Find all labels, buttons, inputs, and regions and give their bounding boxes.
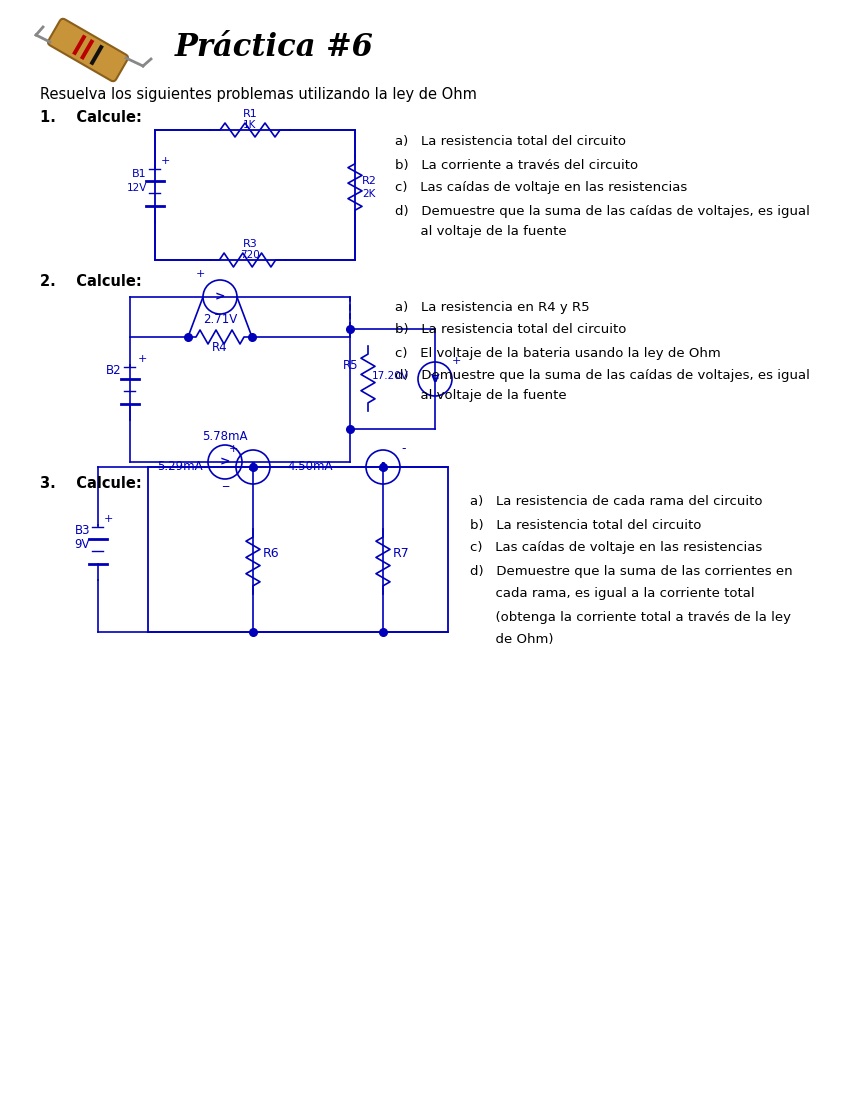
Text: R1: R1 <box>242 109 258 119</box>
Text: 1K: 1K <box>243 120 257 130</box>
Text: b)   La corriente a través del circuito: b) La corriente a través del circuito <box>395 158 638 172</box>
Text: a)   La resistencia de cada rama del circuito: a) La resistencia de cada rama del circu… <box>470 495 762 508</box>
Text: Práctica #6: Práctica #6 <box>175 33 374 64</box>
Text: b)   La resistencia total del circuito: b) La resistencia total del circuito <box>395 323 626 337</box>
Text: R2: R2 <box>362 176 377 186</box>
Text: 5.78mA: 5.78mA <box>202 430 247 443</box>
Text: 12V: 12V <box>127 183 147 192</box>
Text: a)   La resistencia en R4 y R5: a) La resistencia en R4 y R5 <box>395 300 590 313</box>
Text: cada rama, es igual a la corriente total: cada rama, es igual a la corriente total <box>470 587 755 601</box>
Text: >: > <box>215 290 225 304</box>
Text: b)   La resistencia total del circuito: b) La resistencia total del circuito <box>470 518 701 531</box>
Text: d)   Demuestre que la suma de las caídas de voltajes, es igual: d) Demuestre que la suma de las caídas d… <box>395 370 810 383</box>
Text: A: A <box>379 462 388 472</box>
Text: V: V <box>431 374 439 384</box>
Text: d)   Demuestre que la suma de las corrientes en: d) Demuestre que la suma de las corrient… <box>470 564 792 578</box>
Text: d)   Demuestre que la suma de las caídas de voltajes, es igual: d) Demuestre que la suma de las caídas d… <box>395 205 810 218</box>
Text: +: + <box>452 356 462 366</box>
Text: 720: 720 <box>240 250 260 260</box>
Text: B2: B2 <box>106 364 122 377</box>
Text: R3: R3 <box>242 239 258 249</box>
Text: al voltaje de la fuente: al voltaje de la fuente <box>395 389 567 403</box>
Text: +: + <box>196 270 205 279</box>
Text: -: - <box>401 442 405 455</box>
Text: B3: B3 <box>75 524 90 537</box>
Text: R5: R5 <box>343 359 358 372</box>
Bar <box>72 34 87 55</box>
Text: +: + <box>229 444 238 454</box>
Bar <box>80 39 94 60</box>
Text: >: > <box>220 455 230 469</box>
Text: 2.71V: 2.71V <box>203 314 237 326</box>
Text: a)   La resistencia total del circuito: a) La resistencia total del circuito <box>395 135 626 149</box>
Text: +: + <box>161 156 170 166</box>
Text: +: + <box>138 354 147 364</box>
Text: 5.29mA: 5.29mA <box>157 461 203 473</box>
Text: R6: R6 <box>263 547 280 560</box>
Text: 2K: 2K <box>362 189 376 199</box>
Bar <box>155 130 355 260</box>
Text: Resuelva los siguientes problemas utilizando la ley de Ohm: Resuelva los siguientes problemas utiliz… <box>40 87 477 101</box>
Text: 4.50mA: 4.50mA <box>287 461 333 473</box>
Text: c)   Las caídas de voltaje en las resistencias: c) Las caídas de voltaje en las resisten… <box>395 182 688 195</box>
Text: (obtenga la corriente total a través de la ley: (obtenga la corriente total a través de … <box>470 610 791 624</box>
Text: B1: B1 <box>133 169 147 179</box>
Text: R4: R4 <box>212 341 228 354</box>
FancyBboxPatch shape <box>48 19 128 81</box>
Text: R7: R7 <box>393 547 410 560</box>
Text: al voltaje de la fuente: al voltaje de la fuente <box>395 224 567 238</box>
Bar <box>89 44 104 66</box>
Text: de Ohm): de Ohm) <box>470 634 553 647</box>
Text: c)   Las caídas de voltaje en las resistencias: c) Las caídas de voltaje en las resisten… <box>470 541 762 554</box>
Text: c)   El voltaje de la bateria usando la ley de Ohm: c) El voltaje de la bateria usando la le… <box>395 346 721 360</box>
Text: _: _ <box>222 474 228 487</box>
Text: 3.    Calcule:: 3. Calcule: <box>40 475 142 491</box>
Bar <box>148 468 448 632</box>
Text: +: + <box>104 514 113 524</box>
Text: 9V: 9V <box>75 538 90 551</box>
Text: 1.    Calcule:: 1. Calcule: <box>40 110 142 124</box>
Text: 2.    Calcule:: 2. Calcule: <box>40 275 142 289</box>
Text: A: A <box>249 462 258 472</box>
Text: 17.20V: 17.20V <box>372 371 409 381</box>
